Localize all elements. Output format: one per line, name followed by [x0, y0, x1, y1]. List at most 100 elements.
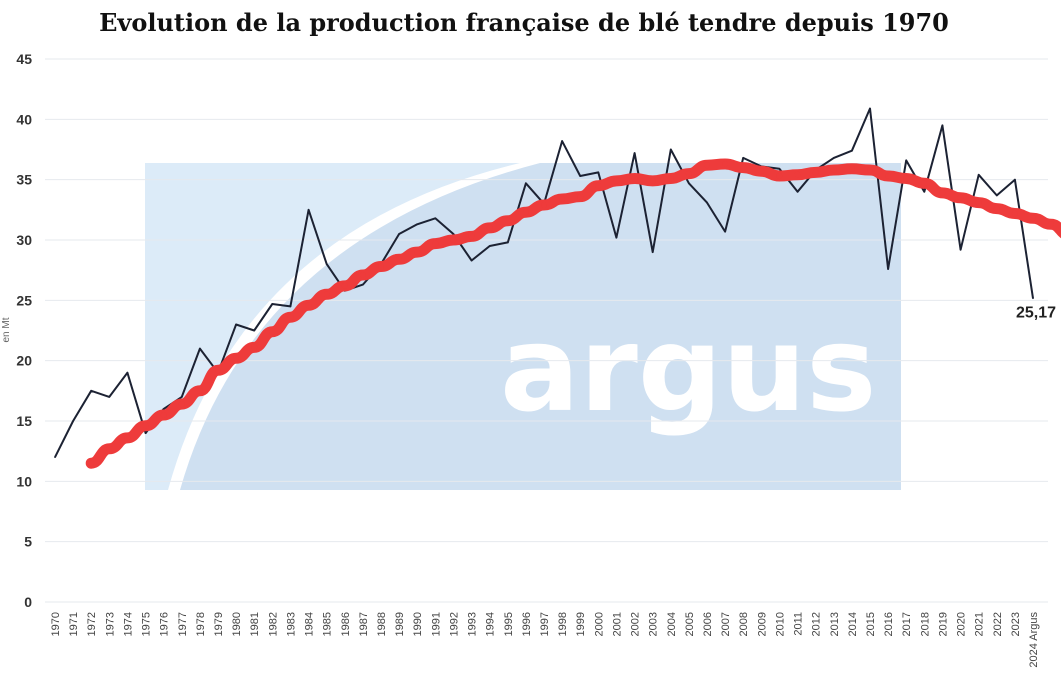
annotations: 25,17	[1016, 304, 1056, 321]
data-point	[289, 305, 292, 308]
x-tick-label: 1974	[122, 612, 134, 636]
x-tick-label: 2010	[774, 612, 786, 636]
data-point	[941, 124, 944, 127]
data-point	[685, 170, 692, 177]
y-axis-ticks: 0 5 10 15 20 25 30 35 40 45	[16, 51, 32, 610]
argus-watermark: argus®	[145, 163, 940, 490]
x-tick-label: 2024 Argus	[1028, 612, 1040, 668]
data-point	[776, 173, 783, 179]
data-point	[704, 162, 710, 169]
x-tick-label: 2015	[865, 612, 877, 636]
x-tick-label: 1990	[412, 612, 424, 636]
data-point	[649, 177, 656, 184]
data-point	[323, 291, 330, 298]
y-tick-label: 20	[16, 353, 32, 369]
data-point	[525, 182, 527, 185]
data-point	[341, 282, 348, 289]
data-point	[670, 148, 672, 151]
data-point	[196, 387, 203, 394]
data-point	[144, 432, 147, 434]
data-point	[126, 371, 129, 374]
data-point	[162, 408, 165, 410]
data-point	[667, 175, 674, 182]
x-tick-label: 1975	[141, 612, 153, 636]
data-point	[579, 175, 581, 177]
data-point	[378, 263, 384, 270]
x-tick-label: 1997	[539, 612, 551, 636]
x-tick-label: 2014	[847, 612, 859, 636]
x-tick-label: 2012	[811, 612, 823, 636]
data-point	[869, 107, 871, 110]
data-point	[108, 396, 111, 398]
data-point	[651, 251, 654, 253]
x-tick-label: 1987	[358, 612, 370, 636]
data-point	[470, 259, 473, 262]
data-point	[885, 173, 892, 179]
data-point	[848, 165, 855, 172]
x-tick-label: 1989	[394, 612, 406, 636]
x-tick-label: 2020	[956, 612, 968, 636]
data-point	[923, 190, 926, 193]
x-tick-label: 2002	[630, 612, 642, 636]
data-point	[977, 174, 980, 176]
data-point	[396, 256, 403, 263]
data-point	[867, 167, 873, 173]
data-point	[688, 182, 690, 185]
data-point	[414, 249, 421, 256]
data-point	[905, 159, 907, 162]
y-tick-label: 30	[16, 232, 32, 248]
data-point	[452, 233, 455, 235]
data-point	[921, 180, 928, 187]
data-point	[633, 152, 636, 154]
y-axis-label: en Mt	[1, 317, 12, 342]
x-axis-ticks: 1970 1971 1972 1973 1974 1975 1976 1977 1978 1979…	[50, 612, 1040, 668]
data-point	[432, 240, 439, 247]
data-point	[613, 177, 620, 184]
data-point	[522, 209, 529, 216]
y-tick-label: 25	[16, 292, 32, 308]
data-point	[325, 263, 328, 265]
data-point	[957, 194, 964, 201]
x-tick-label: 1998	[557, 612, 569, 636]
x-tick-label: 2021	[974, 612, 986, 636]
data-point	[724, 230, 726, 233]
data-point	[233, 355, 240, 362]
x-tick-label: 1994	[485, 612, 497, 636]
x-tick-label: 1979	[213, 612, 225, 636]
x-tick-label: 1992	[448, 612, 460, 636]
x-tick-label: 1983	[285, 612, 297, 636]
watermark-text: argus	[500, 300, 877, 438]
x-tick-label: 2001	[611, 612, 623, 636]
x-tick-label: 1995	[503, 612, 515, 636]
y-tick-label: 35	[16, 172, 32, 188]
x-tick-label: 1977	[177, 612, 189, 636]
data-point	[253, 329, 255, 332]
data-point	[559, 196, 566, 202]
y-tick-label: 45	[16, 51, 32, 67]
data-point	[305, 302, 312, 309]
data-point	[251, 344, 258, 351]
data-point	[54, 456, 56, 459]
x-tick-label: 1976	[159, 612, 171, 636]
x-tick-label: 1981	[249, 612, 261, 636]
data-point	[416, 223, 419, 226]
data-point	[181, 396, 183, 398]
x-tick-label: 2006	[702, 612, 714, 636]
data-point	[758, 168, 765, 175]
data-point	[178, 401, 185, 408]
data-point	[488, 245, 491, 247]
series-lines	[54, 107, 1061, 469]
data-point	[504, 217, 511, 224]
data-point	[88, 460, 95, 467]
data-point	[235, 323, 237, 326]
chart-title: Evolution de la production française de …	[99, 8, 949, 37]
data-point	[271, 303, 274, 305]
data-point	[359, 272, 366, 278]
data-point	[287, 314, 294, 321]
x-tick-label: 1993	[467, 612, 479, 636]
data-point	[996, 194, 998, 197]
x-tick-label: 1973	[104, 612, 116, 636]
x-tick-label: 1972	[86, 612, 98, 636]
data-point	[362, 283, 364, 286]
data-point	[851, 149, 853, 152]
